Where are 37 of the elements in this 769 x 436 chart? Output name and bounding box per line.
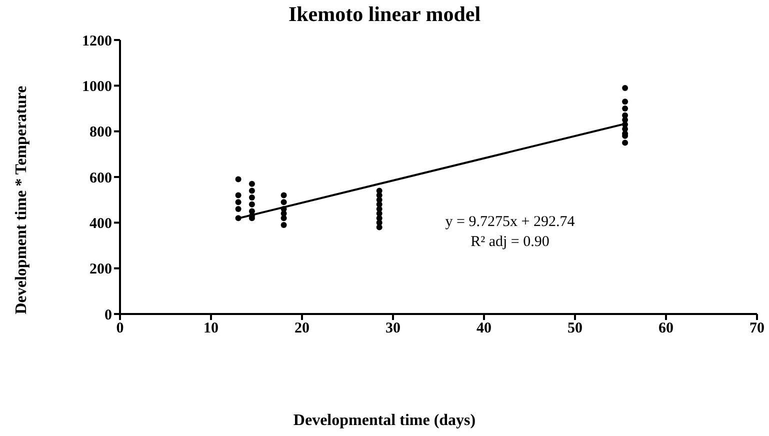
annotation: R² adj = 0.90	[470, 233, 550, 252]
x-tick-label: 20	[294, 320, 310, 337]
point	[280, 215, 287, 222]
point	[235, 206, 242, 212]
x-tick-label: 50	[568, 320, 582, 337]
annotation: y = 9.7275x + 292.74	[444, 213, 576, 232]
y-tick-label: 1000	[82, 78, 112, 95]
point	[248, 188, 255, 194]
y-tick-label: 200	[90, 262, 112, 278]
x-tick-label: 70	[750, 320, 764, 337]
point	[235, 176, 242, 182]
x-tick-label: 60	[658, 320, 674, 337]
point	[622, 106, 628, 112]
point	[235, 192, 242, 198]
y-tick-label: 800	[90, 124, 112, 141]
x-tick-label: 0	[116, 320, 124, 337]
point	[235, 199, 242, 206]
point	[235, 215, 242, 222]
x-tick-label: 30	[386, 320, 400, 337]
y-tick-label: 400	[90, 216, 112, 232]
point	[622, 140, 628, 146]
x-axis-title: Developmental time (days)	[292, 412, 477, 430]
point	[280, 192, 287, 198]
y-tick-label: 1200	[82, 33, 112, 50]
point	[280, 222, 287, 228]
point	[622, 98, 628, 105]
point	[280, 199, 287, 206]
y-tick-label: 0	[104, 307, 112, 324]
point	[248, 180, 255, 187]
point	[248, 194, 255, 201]
y-axis-title: Development time * Temperature	[13, 86, 31, 314]
chart-title: Ikemoto linear model	[287, 2, 482, 27]
y-tick-label: 600	[90, 170, 112, 186]
x-tick-label: 10	[204, 320, 218, 337]
point	[622, 84, 628, 91]
x-tick-label: 40	[476, 320, 492, 337]
point	[248, 201, 255, 208]
